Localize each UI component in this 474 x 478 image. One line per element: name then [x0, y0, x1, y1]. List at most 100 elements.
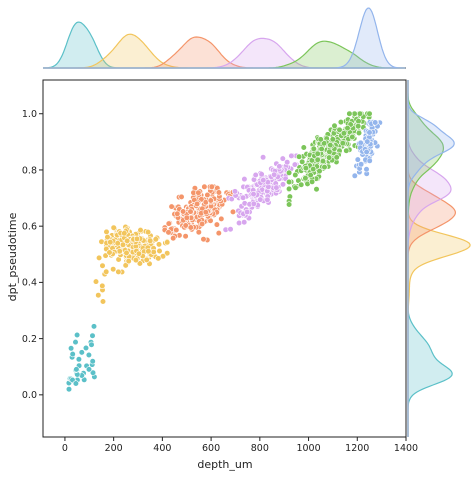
scatter-point [302, 165, 310, 172]
scatter-point [145, 229, 152, 236]
scatter-point [319, 158, 327, 165]
scatter-point [207, 197, 214, 204]
scatter-point [258, 171, 265, 178]
scatter-point [314, 150, 321, 157]
scatter-point [309, 178, 316, 185]
y-tick-label: 0.8 [22, 165, 37, 176]
scatter-point [358, 161, 365, 168]
scatter-point [236, 219, 243, 227]
scatter-point [260, 154, 267, 161]
scatter-point [326, 154, 333, 161]
scatter-point [103, 268, 110, 275]
scatter-point [90, 323, 98, 330]
scatter-point [164, 250, 171, 257]
scatter-point [156, 247, 163, 255]
scatter-point [229, 208, 237, 215]
scatter-point [164, 239, 171, 246]
scatter-point [364, 138, 371, 145]
scatter-point [240, 194, 247, 201]
scatter-point [310, 166, 317, 173]
scatter-point [333, 154, 340, 161]
scatter-point [250, 191, 257, 198]
x-tick-label: 1400 [394, 443, 418, 454]
scatter-point [291, 161, 299, 168]
scatter-point [252, 171, 259, 179]
scatter-point [372, 119, 379, 126]
scatter-point [155, 255, 162, 262]
scatter-point [343, 147, 350, 154]
scatter-point [98, 238, 105, 245]
x-tick-label: 600 [202, 443, 220, 454]
scatter-point [133, 235, 141, 242]
scatter-point [363, 148, 370, 156]
scatter-point [110, 224, 117, 231]
scatter-point [260, 177, 267, 184]
scatter-point [366, 110, 373, 117]
scatter-point [363, 166, 370, 173]
scatter-point [73, 331, 81, 339]
scatter-point [194, 200, 201, 208]
scatter-point [150, 248, 157, 256]
x-tick-label: 400 [153, 443, 171, 454]
scatter-point [72, 339, 79, 346]
scatter-point [124, 237, 131, 244]
y-tick-label: 0.4 [22, 278, 37, 289]
scatter-point [366, 129, 373, 136]
scatter-point [195, 189, 202, 196]
scatter-point [155, 241, 163, 248]
scatter-point [208, 183, 215, 190]
scatter-point [85, 366, 93, 373]
scatter-point [313, 186, 320, 193]
x-tick-label: 1200 [345, 443, 369, 454]
scatter-point [165, 229, 172, 236]
scatter-point [286, 201, 293, 208]
scatter-point [355, 129, 363, 137]
scatter-point [145, 248, 152, 255]
scatter-point [95, 292, 102, 299]
scatter-point [69, 351, 76, 358]
scatter-point [356, 110, 364, 117]
scatter-point [288, 152, 295, 159]
scatter-point [92, 278, 100, 285]
scatter-point [125, 258, 132, 265]
scatter-point [82, 344, 90, 352]
scatter-point [327, 142, 334, 149]
scatter-point [317, 136, 324, 143]
scatter-point [257, 196, 264, 203]
scatter-point [314, 156, 321, 163]
scatter-point [355, 123, 362, 130]
scatter-point [99, 282, 106, 290]
scatter-point [250, 200, 257, 207]
scatter-point [110, 266, 117, 273]
scatter-point [296, 153, 303, 160]
scatter-point [143, 256, 150, 264]
y-tick-label: 1.0 [22, 109, 37, 120]
scatter-point [72, 380, 79, 387]
scatter-point [132, 257, 139, 264]
scatter-point [329, 136, 336, 143]
scatter-point [286, 178, 293, 186]
plot-frame [42, 79, 407, 438]
scatter-point [244, 208, 251, 216]
scatter-point [300, 144, 307, 151]
scatter-point [178, 193, 185, 200]
scatter-point [170, 235, 177, 242]
scatter-point [273, 184, 280, 191]
scatter-point [286, 169, 293, 176]
main-axes: depth_um dpt_pseudotime 0 200 400 600 800 100… [6, 79, 418, 471]
scatter-point [95, 254, 103, 261]
scatter-point [89, 332, 96, 339]
scatter-point [326, 148, 333, 155]
scatter-point [218, 215, 225, 222]
x-tick-label: 200 [105, 443, 123, 454]
scatter-point [106, 249, 113, 256]
scatter-point [264, 196, 271, 203]
scatter-point [318, 145, 325, 153]
scatter-point [88, 341, 95, 348]
scatter-point [99, 298, 107, 305]
scatter-point [183, 214, 190, 221]
scatter-point [231, 188, 239, 195]
scatter-point [115, 268, 122, 276]
right-kde-curve [407, 80, 455, 437]
scatter-point [366, 157, 373, 164]
